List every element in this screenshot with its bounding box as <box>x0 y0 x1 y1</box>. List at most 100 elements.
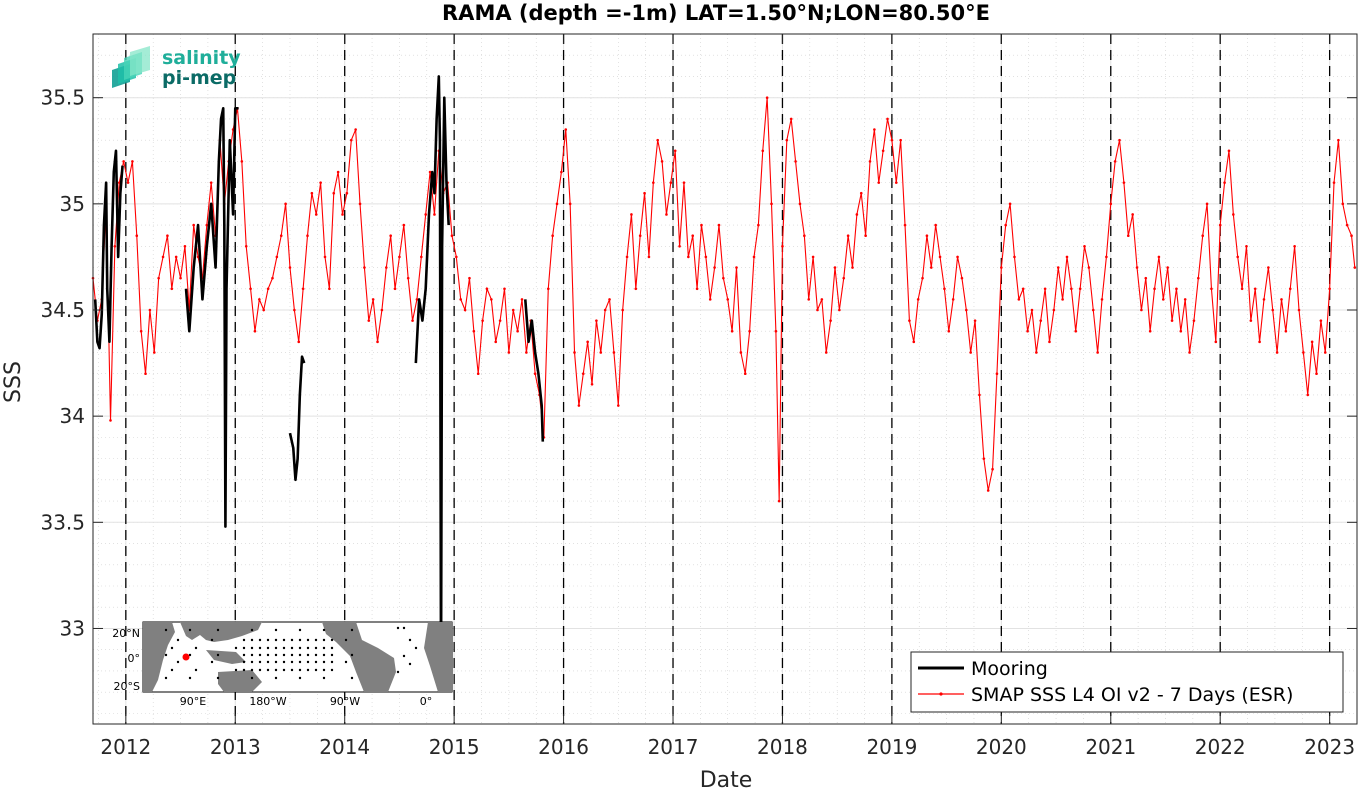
smap-point <box>665 213 668 216</box>
smap-point <box>1078 287 1082 291</box>
smap-point <box>568 202 572 206</box>
smap-point <box>982 457 986 460</box>
inset-mooring-dot <box>298 660 302 664</box>
smap-point <box>1253 287 1257 291</box>
smap-point <box>978 393 981 397</box>
x-tick-label: 2020 <box>976 735 1027 759</box>
smap-point <box>459 298 463 301</box>
smap-point <box>1319 319 1323 322</box>
smap-point <box>152 351 156 354</box>
smap-point <box>873 128 876 131</box>
smap-point <box>925 234 929 237</box>
smap-point <box>573 351 576 354</box>
smap-point <box>275 255 279 259</box>
smap-point <box>730 329 734 333</box>
smap-point <box>1236 255 1240 259</box>
smap-point <box>1113 160 1117 163</box>
inset-mooring-dot <box>290 646 294 650</box>
inset-mooring-dot <box>396 670 400 674</box>
inset-mooring-dot <box>242 668 246 672</box>
smap-point <box>774 329 778 333</box>
smap-point <box>463 308 467 312</box>
smap-point <box>1148 329 1152 333</box>
inset-mooring-dot <box>164 676 168 680</box>
smap-point <box>803 234 806 237</box>
smap-point <box>794 160 797 163</box>
inset-mooring-dot <box>274 638 278 642</box>
inset-mooring-dot <box>250 653 254 657</box>
smap-point <box>581 372 585 375</box>
x-tick-label: 2023 <box>1304 735 1355 759</box>
inset-lon-90e: 90°E <box>180 695 206 708</box>
smap-point <box>393 287 397 291</box>
smap-point <box>1249 319 1253 322</box>
inset-mooring-dot <box>330 660 334 664</box>
inset-mooring-dot <box>274 668 278 672</box>
smap-point <box>590 383 594 386</box>
smap-point <box>284 202 287 206</box>
smap-point <box>713 266 716 269</box>
smap-point <box>1017 298 1021 301</box>
smap-point <box>1245 245 1248 248</box>
smap-point <box>520 298 524 301</box>
smap-point <box>314 213 318 216</box>
inset-mooring-dot <box>266 668 270 672</box>
y-axis-ticks: 33 33.5 34 34.5 35 35.5 <box>40 86 1357 640</box>
y-tick-label: 33 <box>60 616 85 640</box>
salinity-pi-mep-logo: salinity pi-mep <box>112 46 241 89</box>
smap-point <box>1140 308 1143 312</box>
smap-point <box>472 329 476 333</box>
inset-mooring-dot <box>216 653 220 657</box>
smap-point <box>1210 287 1213 291</box>
smap-point <box>798 202 802 206</box>
smap-point <box>389 234 392 237</box>
inset-mooring-dot <box>274 653 278 657</box>
inset-mooring-dot <box>274 646 278 650</box>
smap-point <box>956 255 959 259</box>
smap-point <box>1061 298 1064 301</box>
legend-mooring-label: Mooring <box>971 658 1048 680</box>
smap-point <box>341 213 344 216</box>
inset-mooring-dot <box>234 646 238 650</box>
smap-point <box>673 149 677 153</box>
smap-point <box>1096 351 1099 354</box>
smap-point <box>752 255 756 259</box>
smap-point <box>807 298 811 301</box>
inset-mooring-dot <box>210 638 214 642</box>
inset-map: 20°N 0° 20°S 90°E 180°W 90°W 0° <box>112 621 453 708</box>
smap-point <box>921 276 924 280</box>
inset-mooring-dot <box>242 653 246 657</box>
inset-mooring-dot <box>322 628 326 632</box>
smap-point <box>735 266 738 269</box>
smap-point <box>1083 245 1086 248</box>
inset-mooring-dot <box>414 646 418 650</box>
inset-mooring-dot <box>290 668 294 672</box>
y-tick-label: 34.5 <box>40 298 85 322</box>
smap-point <box>851 266 854 269</box>
smap-point <box>678 245 681 248</box>
smap-point <box>135 234 139 237</box>
smap-point <box>1205 202 1209 206</box>
smap-point <box>209 181 213 184</box>
inset-mooring-dot <box>402 654 406 658</box>
smap-point <box>288 266 292 269</box>
smap-point <box>652 181 655 184</box>
inset-mooring-dot <box>314 668 318 672</box>
smap-point <box>1035 351 1038 354</box>
smap-point <box>890 138 894 142</box>
inset-lon-0: 0° <box>420 695 433 708</box>
inset-mooring-dot <box>322 660 326 664</box>
smap-point <box>1170 319 1174 322</box>
smap-point <box>899 138 902 142</box>
x-tick-label: 2014 <box>319 735 370 759</box>
smap-point <box>864 234 867 237</box>
smap-point <box>621 308 624 312</box>
inset-lon-180w: 180°W <box>249 695 286 708</box>
smap-point <box>170 287 174 291</box>
smap-point <box>695 287 699 291</box>
smap-point <box>363 266 366 269</box>
logo-line-2: pi-mep <box>162 67 236 89</box>
mooring-segment <box>288 355 306 482</box>
smap-point <box>476 372 480 375</box>
smap-point <box>297 340 301 344</box>
